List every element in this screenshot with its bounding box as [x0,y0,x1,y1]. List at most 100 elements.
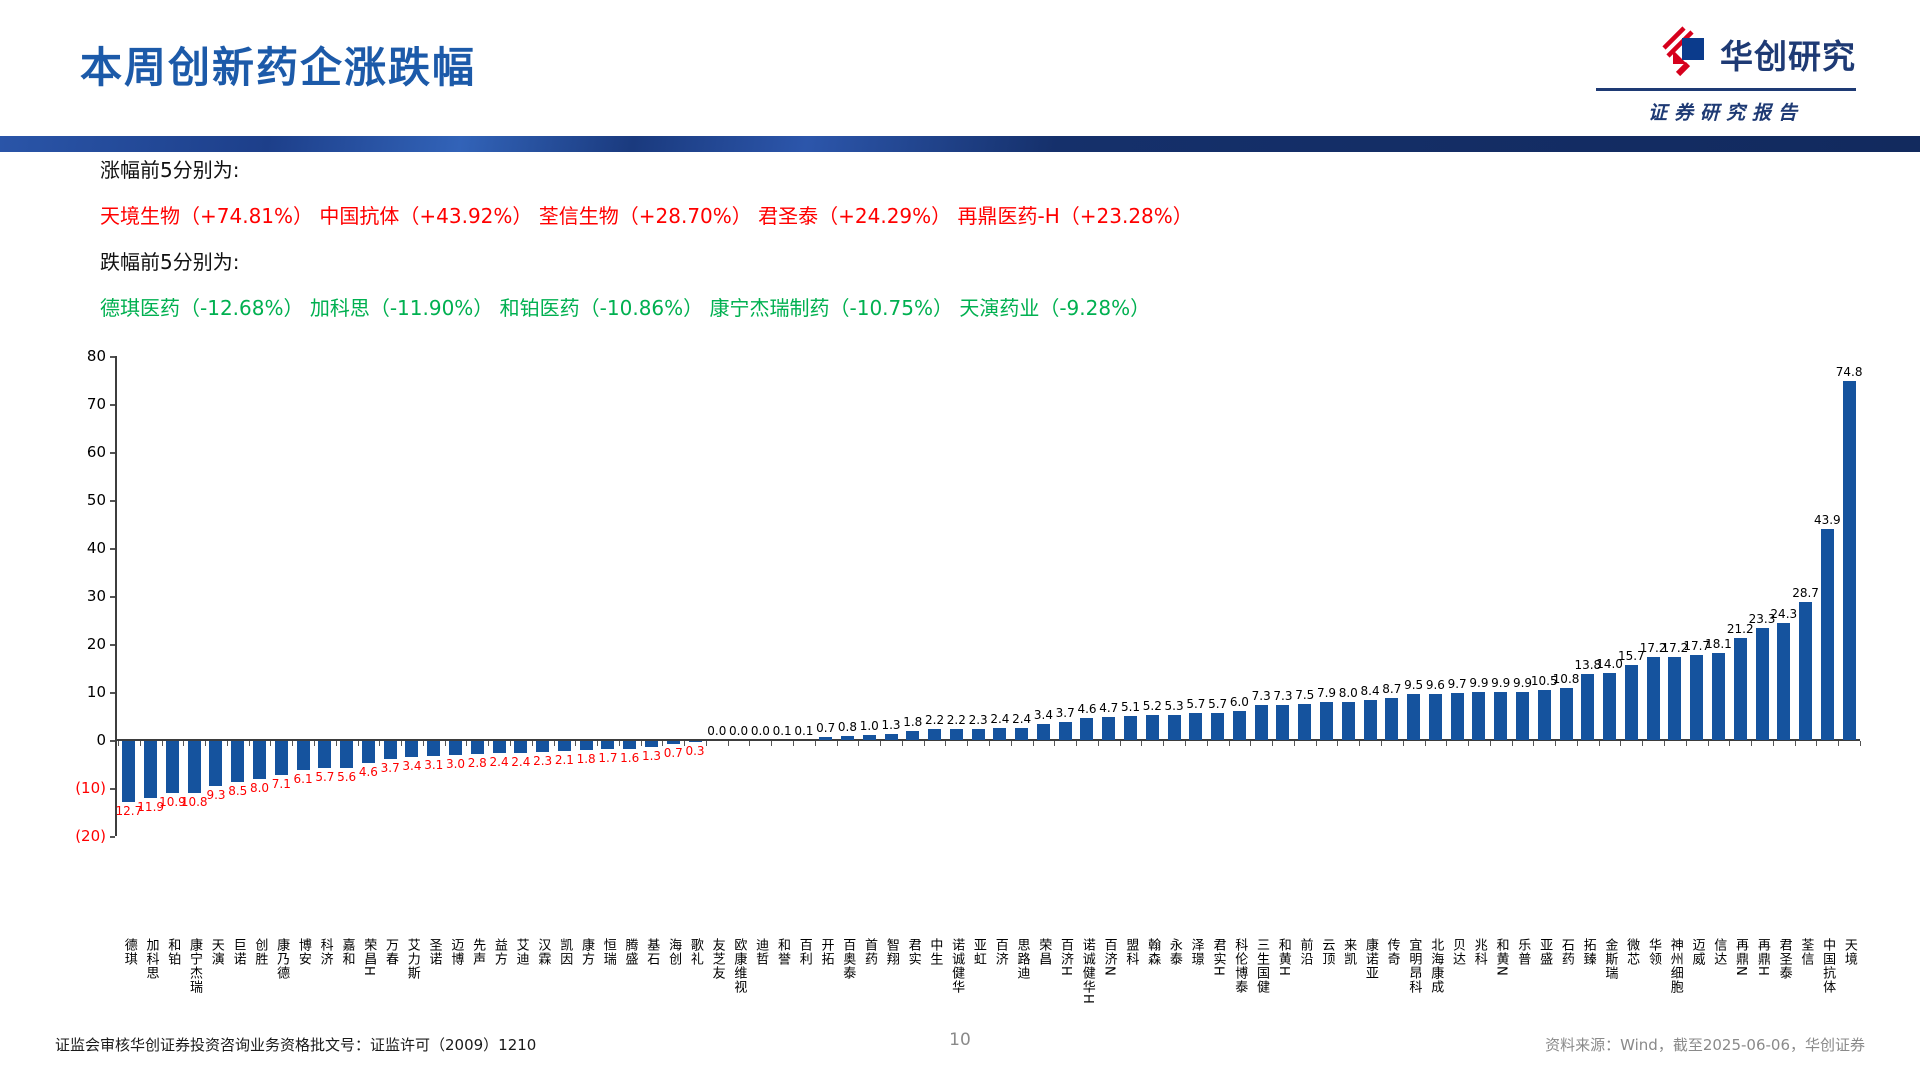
x-axis-tick [1359,741,1361,746]
bar [536,741,550,753]
bar-category-label: 和铂 [165,938,181,966]
bar-category-label: 兆科 [1471,938,1487,966]
bar-category-label: 亚虹 [970,938,986,966]
bar-category-label: 智翔 [883,938,899,966]
bar-value-label: 9.9 [1512,676,1533,691]
x-axis-tick [1860,741,1861,746]
bar-category-label: 创胜 [252,938,268,966]
bar-category-label: 荃信 [1798,938,1814,966]
bar [1298,704,1312,740]
y-axis-tick [110,788,115,790]
x-axis-tick [727,741,729,746]
x-axis-tick [1032,741,1034,746]
bar-category-label: 基石 [644,938,660,966]
y-axis-tick-label: 20 [86,635,106,653]
bar [1842,380,1856,740]
bar-value-label: 4.6 [358,765,378,780]
bar-category-label: 君实H [1210,938,1226,977]
bar [1690,655,1704,740]
bar [1211,712,1225,740]
y-axis-tick [110,740,115,742]
bar-value-label: 28.7 [1792,586,1819,601]
bar-category-label: 诺诚健华 [949,938,965,994]
bar [383,741,397,759]
bar-value-label: 3.7 [1055,706,1075,721]
bar [361,741,375,764]
bar [1167,714,1181,740]
gainers-line: 天境生物（+74.81%） 中国抗体（+43.92%） 荃信生物（+28.70%… [100,204,1193,228]
bar [144,741,158,799]
footer-license-text: 证监会审核华创证券投资咨询业务资格批文号：证监许可（2009）1210 [55,1036,537,1054]
logo-title: 华创研究 [1720,37,1856,76]
bar [274,741,288,776]
bar-category-label: 腾盛 [622,938,638,966]
x-axis-tick [945,741,947,746]
x-axis-tick [901,741,903,746]
x-axis-tick [1206,741,1208,746]
bar-value-label: 17.2 [1639,641,1667,656]
bar-value-label: 7.3 [1251,688,1271,703]
y-axis-tick [110,596,115,598]
bar-value-label: 24.3 [1770,607,1798,622]
bar-value-label: 1.0 [859,719,879,734]
bar [514,741,528,753]
bar-category-label: 中生 [927,938,943,966]
x-axis-tick [357,741,359,746]
x-axis-tick [1424,741,1426,746]
bar-category-label: 恒瑞 [600,938,616,966]
bar-category-label: 微芯 [1624,938,1640,966]
bar [449,741,462,756]
bar-category-label: 来凯 [1341,938,1357,966]
bar [1189,712,1203,740]
bar-category-label: 贝达 [1449,938,1465,966]
bar-value-label: 15.7 [1618,648,1645,663]
bar-category-label: 加科思 [143,938,159,980]
bar-value-label: 1.7 [598,751,618,766]
bar-category-label: 拓臻 [1580,938,1596,966]
bar [1668,657,1682,740]
x-axis-tick [1555,741,1557,746]
x-axis-tick [466,741,468,746]
bar-value-label: 7.5 [1295,688,1315,702]
bar-value-label: 9.9 [1491,676,1511,691]
bar-value-label: 0.1 [794,723,814,738]
bar [165,741,179,794]
y-axis-tick [110,500,115,502]
bar-category-label: 艾迪 [513,938,529,966]
bar-category-label: 博安 [295,938,311,966]
bar-value-label: 2.3 [533,754,553,769]
bar-category-label: 科济 [317,938,333,966]
bar [557,741,571,752]
bar [1537,689,1551,740]
bar [1799,602,1813,740]
x-axis-tick [1097,741,1099,746]
y-axis-tick-label: 60 [86,443,106,461]
x-axis-tick [989,741,990,746]
bar-category-label: 君实 [905,938,921,966]
bar-value-label: 3.0 [445,757,466,772]
bar-category-label: 百济H [1058,938,1074,977]
x-axis-tick [1772,741,1774,746]
x-axis-tick [313,741,315,746]
bar-category-label: 嘉和 [339,938,355,966]
x-axis-tick [662,741,664,746]
x-axis-tick [1119,741,1121,746]
x-axis-tick [139,741,141,746]
bar [296,741,310,771]
bar-category-label: 云顶 [1319,938,1335,966]
bar-category-label: 翰森 [1145,938,1161,966]
bar [1494,692,1508,740]
bar [949,729,963,740]
y-axis-tick-label: 70 [86,395,106,413]
bar [1777,623,1791,740]
bar-category-label: 汉霖 [535,938,551,966]
bar [884,733,898,740]
bar-value-label: 8.7 [1382,682,1402,697]
x-axis-tick [793,741,795,746]
header-divider-band [0,136,1920,152]
x-axis-tick [1468,741,1470,746]
x-axis-tick [1511,741,1513,746]
bar [1450,693,1464,740]
bar-category-label: 圣诺 [426,938,442,966]
bar [1232,711,1246,740]
